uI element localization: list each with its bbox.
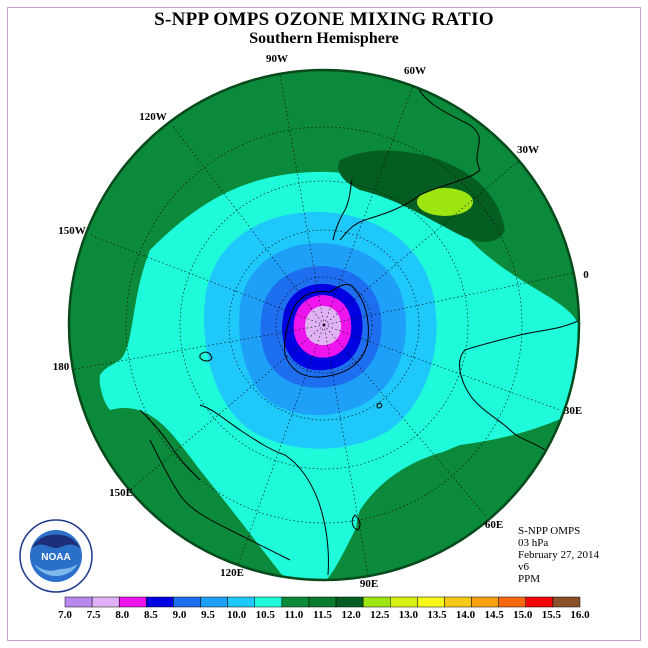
colorbar-swatch (417, 596, 445, 608)
colorbar-label: 16.0 (570, 609, 590, 621)
colorbar-swatch (498, 596, 527, 608)
colorbar-label: 12.0 (341, 609, 361, 621)
colorbar-swatches (64, 596, 581, 608)
lon-label-120e: 120E (220, 567, 244, 579)
colorbar-label: 13.5 (427, 609, 447, 621)
lon-label-0: 0 (583, 269, 589, 281)
info-instrument: S-NPP OMPS (518, 525, 581, 537)
lon-label-60e: 60E (485, 519, 503, 531)
colorbar-label: 14.0 (456, 609, 476, 621)
colorbar-swatch (362, 596, 391, 608)
colorbar-label: 11.0 (285, 609, 304, 621)
colorbar-label: 9.0 (173, 609, 187, 621)
map-info: S-NPP OMPS 03 hPa February 27, 2014 v6 P… (518, 525, 599, 585)
colorbar-swatch (91, 596, 120, 608)
colorbar-swatch (471, 596, 499, 608)
lon-label-180: 180 (53, 361, 70, 373)
coastlines (139, 79, 579, 576)
colorbar-label: 15.0 (513, 609, 533, 621)
colorbar-labels: 7.0 7.5 8.0 8.5 9.0 9.5 10.0 10.5 11.0 11.5 12.0 12… (58, 609, 590, 621)
colorbar-swatch (118, 596, 147, 608)
colorbar-swatch (146, 596, 174, 608)
map-title: S-NPP OMPS OZONE MIXING RATIO (154, 9, 494, 30)
info-version: v6 (518, 561, 529, 573)
noaa-logo-icon: NOAA (19, 519, 93, 593)
info-units: PPM (518, 573, 541, 585)
lon-label-30w: 30W (517, 144, 539, 156)
colorbar-label: 9.5 (201, 609, 215, 621)
lon-label-150w: 150W (58, 225, 86, 237)
colorbar-swatch (335, 596, 364, 608)
colorbar-swatch (390, 596, 418, 608)
colorbar-label: 14.5 (485, 609, 505, 621)
colorbar-swatch (308, 596, 337, 608)
colorbar-label: 8.0 (115, 609, 129, 621)
colorbar-label: 10.5 (256, 609, 276, 621)
colorbar-label: 7.5 (87, 609, 101, 621)
colorbar-swatch (227, 596, 255, 608)
lon-label-120w: 120W (139, 111, 167, 123)
contour-11-0-south (356, 447, 540, 575)
colorbar-label: 13.0 (399, 609, 419, 621)
plot-frame (7, 7, 641, 641)
colorbar-label: 12.5 (370, 609, 390, 621)
colorbar-swatch (64, 596, 93, 608)
colorbar-swatch (200, 596, 228, 608)
colorbar-swatch (444, 596, 472, 608)
info-date: February 27, 2014 (518, 549, 599, 561)
colorbar-label: 7.0 (58, 609, 72, 621)
colorbar-swatch (281, 596, 310, 608)
lon-label-90w: 90W (266, 53, 288, 65)
lon-label-30e: 30E (564, 405, 582, 417)
colorbar-label: 11.5 (313, 609, 332, 621)
lon-label-60w: 60W (404, 65, 426, 77)
graticule (69, 74, 579, 576)
colorbar-swatch (525, 596, 554, 608)
logo-text: NOAA (41, 552, 70, 563)
colorbar-swatch (552, 596, 581, 608)
info-level: 03 hPa (518, 537, 549, 549)
lon-label-150e: 150E (109, 487, 133, 499)
colorbar-label: 15.5 (542, 609, 562, 621)
ozone-field (69, 70, 579, 580)
colorbar-swatch (254, 596, 283, 608)
colorbar-label: 8.5 (144, 609, 158, 621)
colorbar-swatch (173, 596, 201, 608)
map-subtitle: Southern Hemisphere (249, 30, 399, 47)
globe-border (67, 68, 581, 582)
lon-label-90e: 90E (360, 578, 378, 590)
colorbar-label: 10.0 (227, 609, 247, 621)
contour-12-5 (417, 188, 473, 216)
